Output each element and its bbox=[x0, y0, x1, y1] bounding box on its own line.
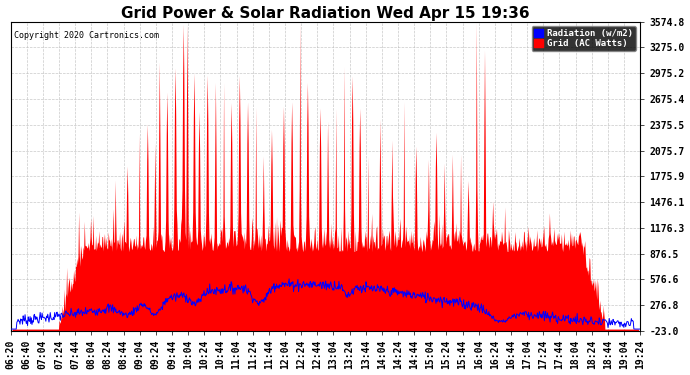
Legend: Radiation (w/m2), Grid (AC Watts): Radiation (w/m2), Grid (AC Watts) bbox=[531, 26, 635, 51]
Title: Grid Power & Solar Radiation Wed Apr 15 19:36: Grid Power & Solar Radiation Wed Apr 15 … bbox=[121, 6, 530, 21]
Text: Copyright 2020 Cartronics.com: Copyright 2020 Cartronics.com bbox=[14, 31, 159, 40]
